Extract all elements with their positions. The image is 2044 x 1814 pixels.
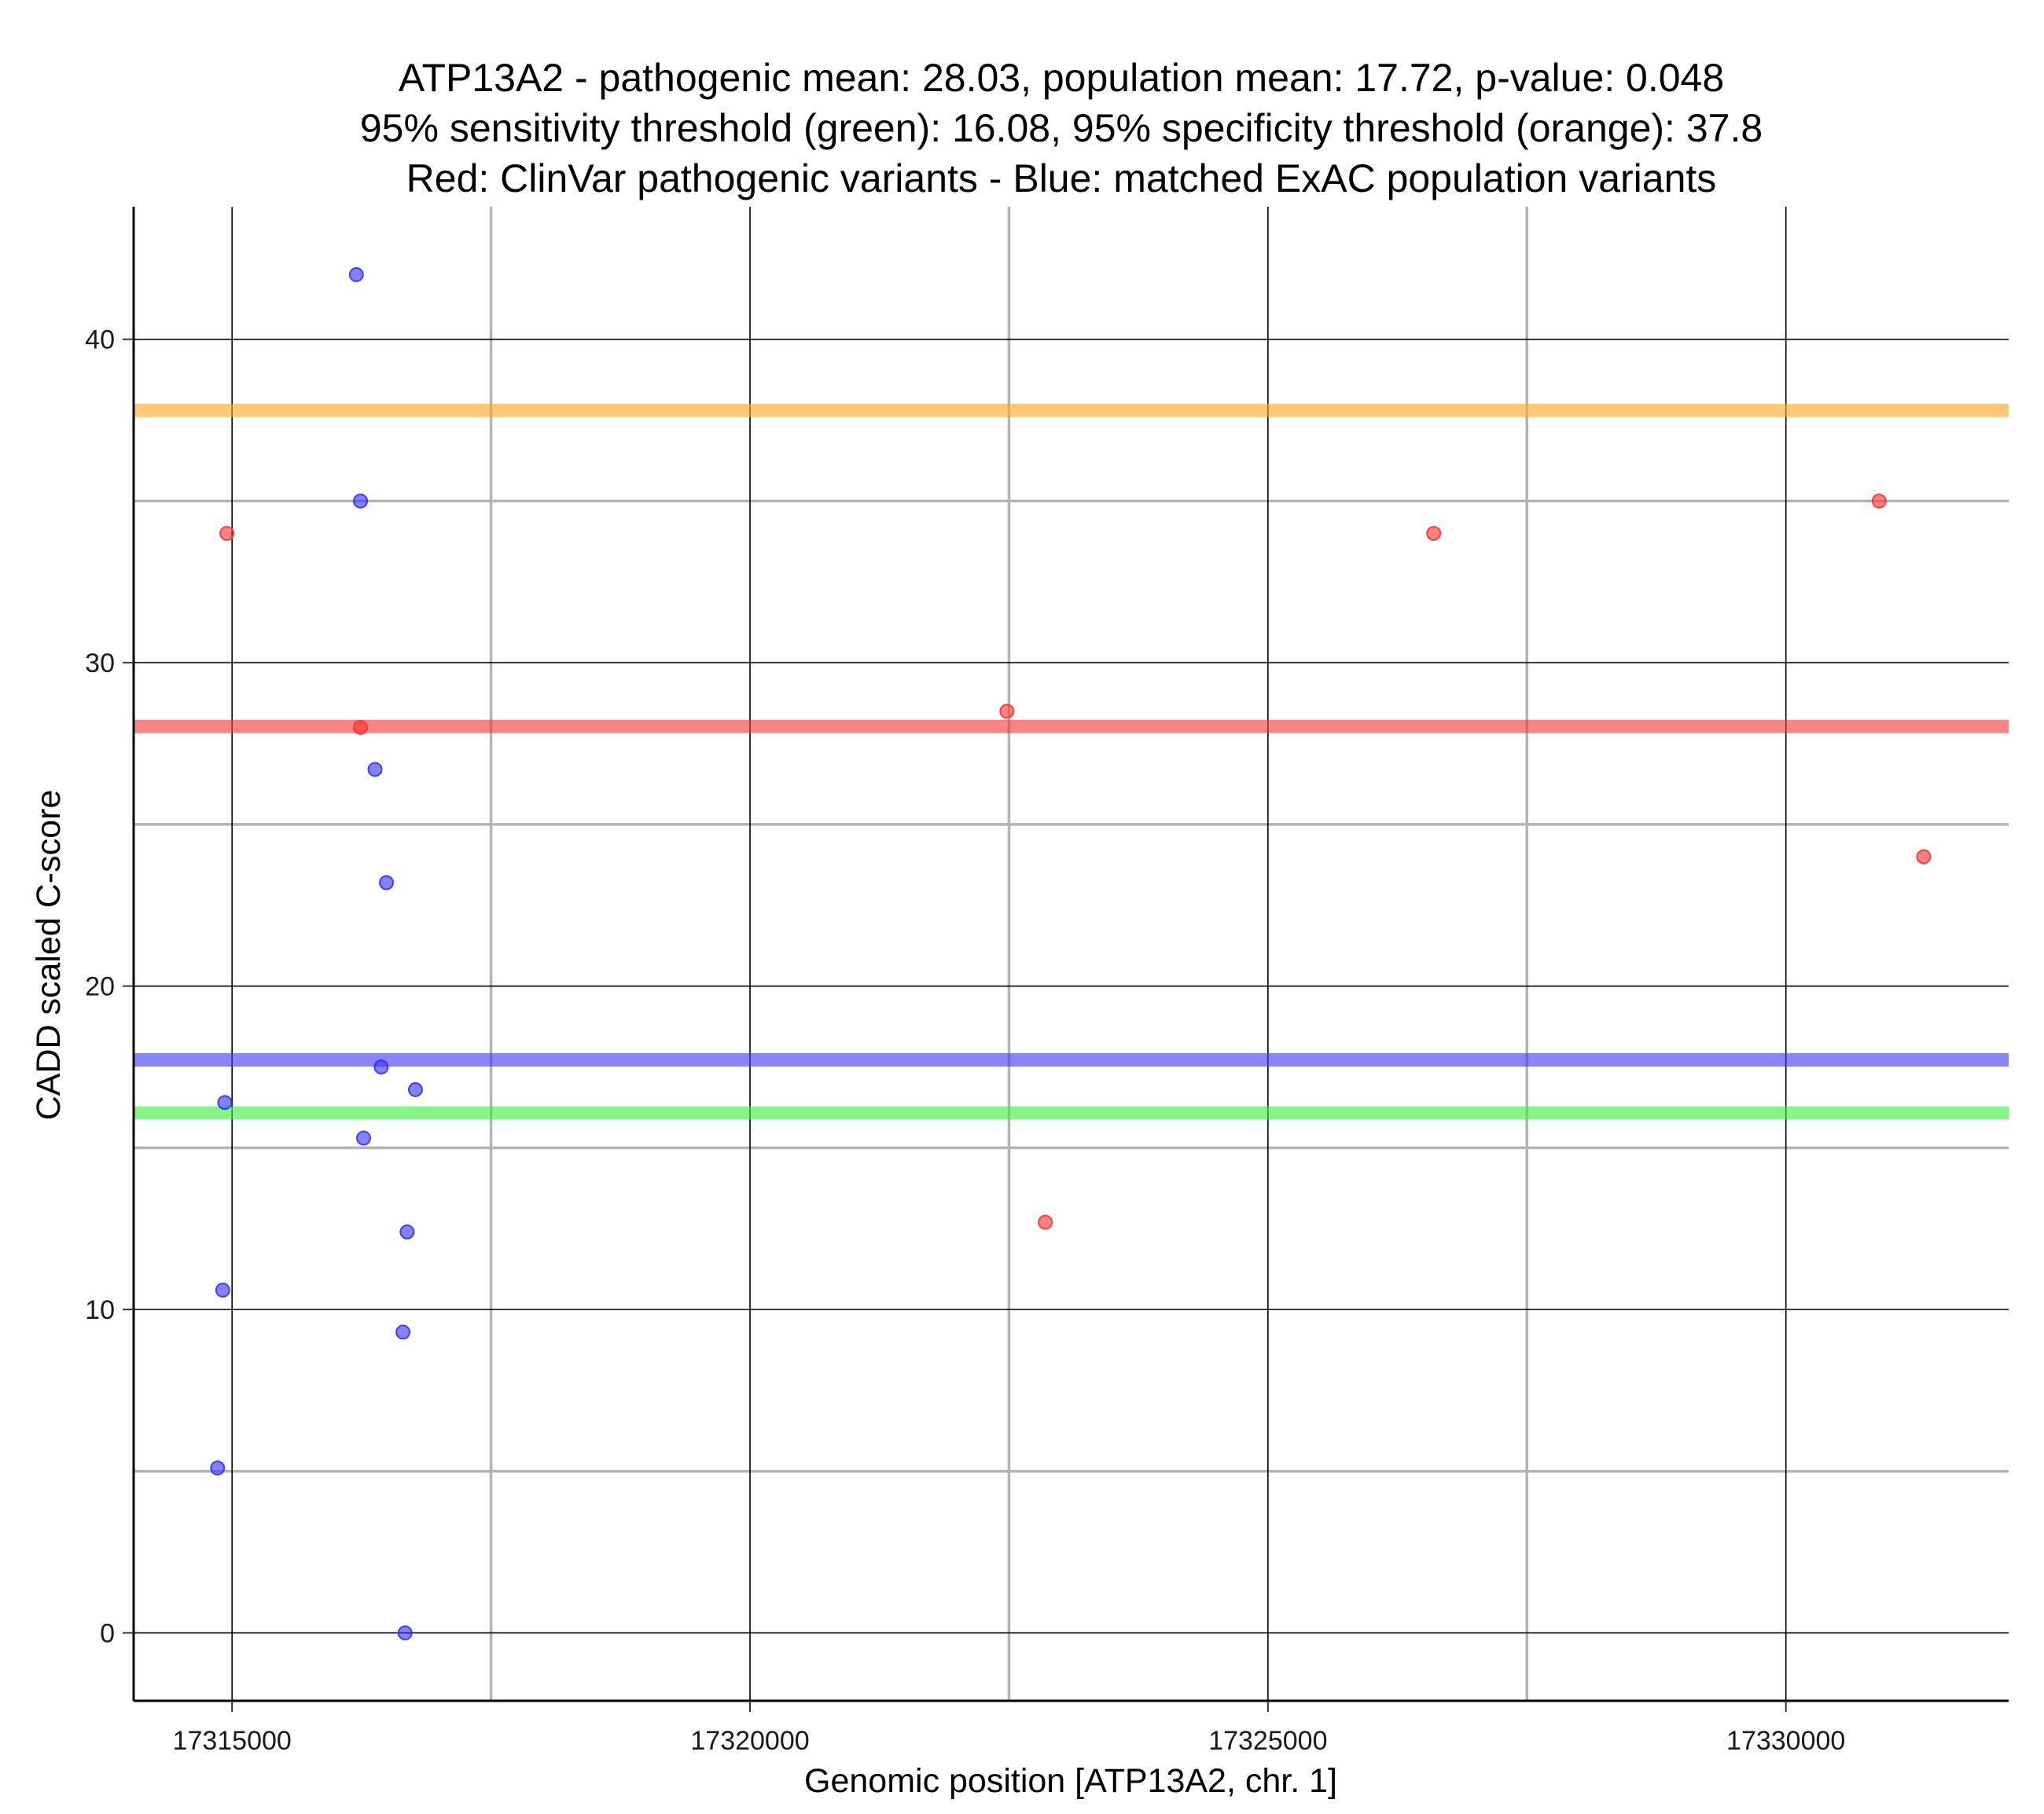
pathogenic-variant-point: [1038, 1214, 1053, 1230]
pathogenic-variant-point: [353, 719, 369, 735]
population-variant-point: [397, 1625, 413, 1641]
axes: [132, 207, 2009, 1702]
grid: [134, 207, 2009, 1701]
population-variant-point: [348, 266, 364, 282]
y-tick-label: 30: [85, 648, 115, 678]
y-ticks: 0 10 20 30 40: [85, 325, 134, 1649]
population-variant-point: [407, 1081, 423, 1097]
population-variant-point: [395, 1324, 411, 1340]
population-variant-point: [215, 1282, 230, 1298]
reference-lines: [134, 403, 2009, 1120]
x-tick-label: 17320000: [690, 1726, 809, 1756]
y-tick-label: 0: [100, 1619, 115, 1649]
data-points: [210, 266, 1932, 1641]
pathogenic-variant-point: [1426, 526, 1442, 542]
y-tick-label: 20: [85, 972, 115, 1002]
x-axis-title: Genomic position [ATP13A2, chr. 1]: [804, 1762, 1337, 1800]
x-tick-label: 17315000: [173, 1726, 292, 1756]
population-variant-point: [379, 875, 395, 890]
pathogenic-variant-point: [219, 526, 235, 542]
population-variant-point: [399, 1224, 415, 1239]
chart-title: ATP13A2 - pathogenic mean: 28.03, popula…: [360, 56, 1763, 200]
pathogenic-variant-point: [999, 703, 1015, 719]
x-ticks: 17315000 17320000 17325000 17330000: [173, 1701, 1845, 1756]
population-variant-point: [367, 762, 383, 777]
population-variant-point: [356, 1130, 372, 1146]
y-axis-title: CADD scaled C-score: [30, 790, 68, 1121]
population-variant-point: [353, 493, 369, 509]
x-tick-label: 17325000: [1208, 1726, 1327, 1756]
title-line-1: ATP13A2 - pathogenic mean: 28.03, popula…: [399, 56, 1724, 100]
pathogenic-variant-point: [1916, 849, 1932, 865]
population-variant-point: [373, 1059, 389, 1075]
y-tick-label: 40: [85, 325, 115, 355]
population-variant-point: [217, 1095, 233, 1111]
title-line-2: 95% sensitivity threshold (green): 16.08…: [360, 106, 1763, 150]
pathogenic-variant-point: [1871, 493, 1887, 509]
y-tick-label: 10: [85, 1295, 115, 1325]
population-variant-point: [210, 1460, 226, 1476]
x-tick-label: 17330000: [1726, 1726, 1845, 1756]
title-line-3: Red: ClinVar pathogenic variants - Blue:…: [406, 156, 1717, 200]
